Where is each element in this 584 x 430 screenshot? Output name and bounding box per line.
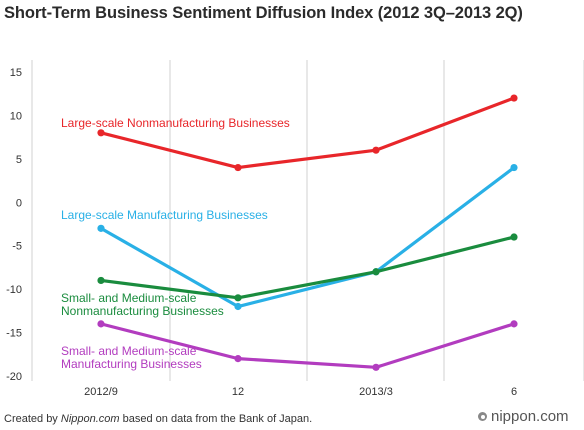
x-tick-label: 6 [511,386,517,398]
source-note: Created by Nippon.com based on data from… [4,413,312,425]
series-label: Large-scale Manufacturing Businesses [61,208,268,222]
series-line-3 [99,322,516,369]
data-point [97,129,105,137]
data-point [97,276,105,285]
y-tick-label: 10 [10,110,22,122]
source-name: Nippon.com [60,413,120,425]
data-point [372,146,380,154]
series-label: Small- and Medium-scale [61,291,197,305]
series-line-2 [99,235,516,300]
data-point [234,302,242,311]
chart-title: Short-Term Business Sentiment Diffusion … [4,4,523,22]
source-suffix: based on data from the Bank of Japan. [119,413,313,425]
series-label: Nonmanufacturing Businesses [61,304,224,318]
y-tick-label: 0 [16,197,22,209]
series-line-0 [99,96,516,170]
data-point [510,163,518,172]
data-point [234,355,242,363]
brand-logo: nippon.com [478,408,569,425]
data-point [372,363,380,371]
y-axis-ticks: 15 10 5 0 -5 -10 -15 -20 [6,67,22,383]
data-point [510,233,518,241]
line-chart: 15 10 5 0 -5 -10 -15 -20 2012/9 12 2013/3 6 Large-… [6,60,584,398]
source-prefix: Created by [4,413,61,425]
y-tick-label: 15 [10,67,22,79]
y-tick-label: -5 [12,241,22,253]
data-point [97,320,105,328]
data-point [510,320,518,328]
x-tick-label: 12 [232,386,244,398]
series-group [97,94,518,371]
series-label: Large-scale Nonmanufacturing Businesses [61,116,290,130]
data-point [234,294,242,302]
x-axis-ticks: 2012/9 12 2013/3 6 [84,386,517,398]
logo-icon [478,412,487,421]
logo-text: nippon.com [491,408,569,425]
x-tick-label: 2013/3 [359,386,393,398]
series-label: Small- and Medium-scale [61,344,197,358]
data-point [510,94,518,102]
data-point [234,163,242,172]
data-point [372,268,380,276]
y-tick-label: -10 [6,284,22,296]
series-label: Manufacturing Businesses [61,357,202,371]
y-tick-label: 5 [16,154,22,166]
y-tick-label: -20 [6,371,22,383]
data-point [97,224,105,232]
series-line-1 [99,165,516,309]
x-tick-label: 2012/9 [84,386,118,398]
series-labels: Large-scale Nonmanufacturing Businesses L… [61,116,290,371]
y-tick-label: -15 [6,328,22,340]
